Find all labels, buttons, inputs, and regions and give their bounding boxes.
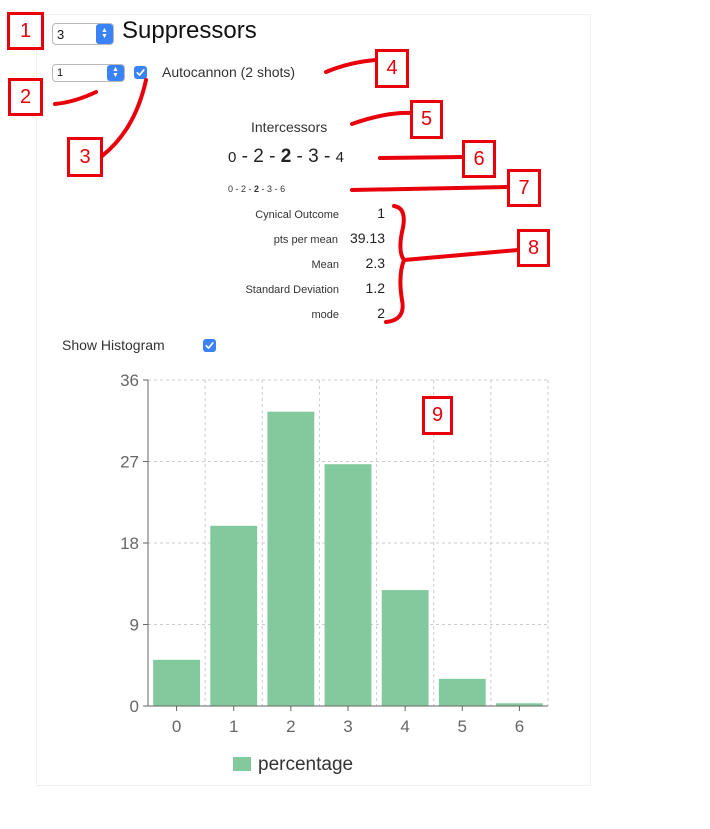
histogram-bar	[496, 703, 543, 706]
page-title: Suppressors	[122, 17, 257, 44]
dist-value: 0	[228, 149, 237, 166]
annotation-marker: 7	[507, 169, 541, 207]
stat-label: Standard Deviation	[245, 284, 339, 296]
stat-label: Mean	[311, 259, 339, 271]
stat-value: 2	[377, 305, 385, 321]
annotation-marker: 4	[375, 49, 409, 88]
x-tick-label: 4	[400, 717, 409, 736]
legend-swatch	[233, 757, 251, 771]
x-tick-label: 3	[343, 717, 352, 736]
checkmark-icon	[205, 342, 214, 349]
dist-small-value: 2	[254, 184, 260, 194]
y-tick-label: 27	[120, 453, 139, 472]
stat-row: Mean 2.3	[200, 255, 385, 280]
y-tick-label: 9	[130, 616, 139, 635]
histogram-bar	[381, 590, 429, 706]
dist-value: 4	[335, 149, 344, 166]
dist-small-value: 0	[228, 184, 234, 194]
weapon-label: Autocannon (2 shots)	[162, 64, 296, 80]
show-histogram-label: Show Histogram	[62, 337, 165, 353]
annotation-marker: 3	[67, 137, 103, 177]
weapon-checkbox[interactable]	[134, 66, 147, 79]
show-histogram-checkbox[interactable]	[203, 339, 216, 352]
dist-value: 2	[253, 146, 264, 167]
damage-distribution-small: 0 - 2 - 2 - 3 - 6	[228, 184, 286, 194]
target-name: Intercessors	[251, 119, 328, 135]
dist-small-value: 2	[241, 184, 247, 194]
stat-value: 39.13	[349, 230, 385, 246]
stat-row: pts per mean 39.13	[200, 230, 385, 255]
legend-label: percentage	[258, 754, 353, 775]
damage-distribution: 0 - 2 - 2 - 3 - 4	[228, 146, 344, 167]
histogram-bar	[438, 678, 486, 706]
x-tick-label: 1	[229, 717, 238, 736]
x-tick-label: 2	[286, 717, 295, 736]
annotation-marker: 8	[517, 229, 550, 267]
x-tick-label: 5	[458, 717, 467, 736]
annotation-marker: 1	[7, 12, 44, 50]
weapon-quantity-value: 1	[57, 67, 64, 79]
stat-label: pts per mean	[273, 234, 338, 246]
x-tick-label: 0	[172, 717, 181, 736]
dist-value-bold: 2	[280, 146, 292, 167]
y-tick-label: 36	[120, 371, 139, 390]
histogram-chart: 0 9 18 27 36 0 1 2 3 4 5 6 percentage	[120, 371, 549, 775]
annotation-marker: 6	[462, 140, 496, 178]
stat-value: 2.3	[365, 255, 385, 271]
stat-label: mode	[311, 309, 339, 321]
checkmark-icon	[136, 69, 145, 76]
annotation-marker: 2	[8, 78, 43, 116]
histogram-bar	[324, 464, 372, 706]
histogram-bar	[267, 411, 315, 706]
unit-count-select[interactable]: 3 ▲ ▼	[52, 23, 114, 45]
annotation-marker: 5	[410, 100, 443, 139]
y-tick-label: 0	[130, 697, 139, 716]
dist-value: 3	[308, 146, 319, 167]
select-arrows-icon: ▲ ▼	[107, 65, 124, 81]
histogram-bar	[210, 525, 258, 706]
dist-small-value: 3	[267, 184, 273, 194]
stat-row: Standard Deviation 1.2	[200, 280, 385, 305]
y-tick-label: 18	[120, 534, 139, 553]
histogram-bar	[153, 659, 200, 706]
annotation-marker: 9	[422, 396, 453, 435]
x-tick-label: 6	[515, 717, 524, 736]
stat-label: Cynical Outcome	[255, 209, 339, 221]
unit-count-value: 3	[57, 26, 65, 42]
select-arrows-icon: ▲ ▼	[96, 24, 113, 44]
weapon-quantity-select[interactable]: 1 ▲ ▼	[52, 64, 125, 82]
stat-value: 1.2	[365, 280, 385, 296]
dist-small-value: 6	[280, 184, 286, 194]
stats-table: Cynical Outcome 1 pts per mean 39.13 Mean 2…	[200, 205, 385, 330]
stat-row: mode 2	[200, 305, 385, 330]
stat-value: 1	[377, 205, 385, 221]
stat-row: Cynical Outcome 1	[200, 205, 385, 230]
